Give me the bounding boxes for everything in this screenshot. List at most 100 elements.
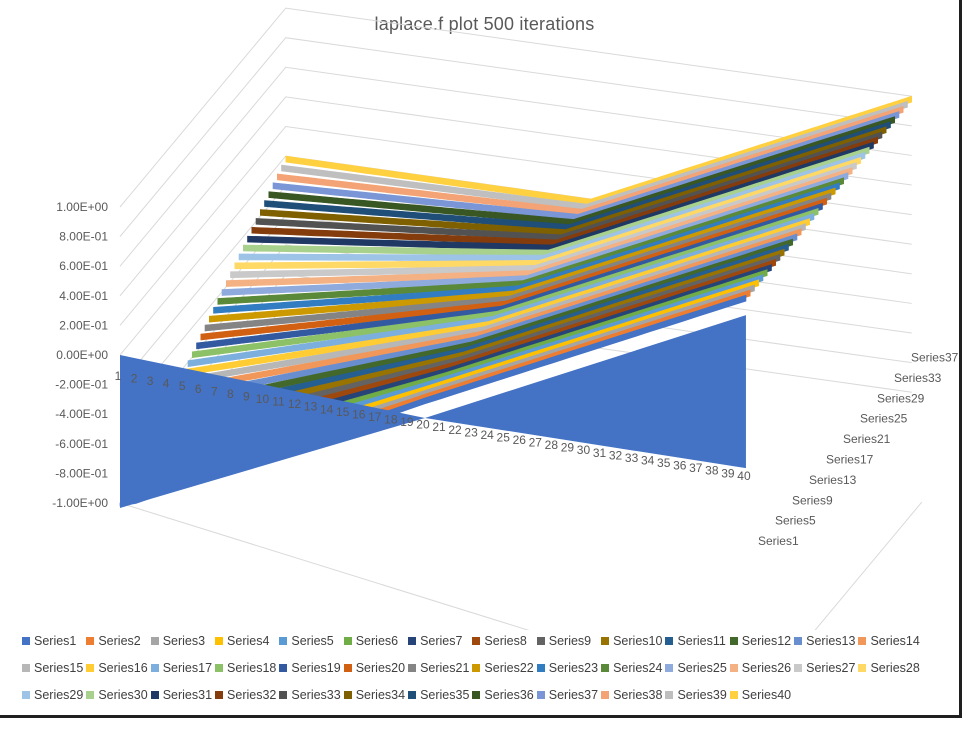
legend-label: Series5 [291,634,334,648]
legend-item: Series21 [408,661,469,675]
legend-swatch [858,664,867,672]
legend-item: Series14 [858,634,920,648]
legend-swatch [472,637,481,645]
legend-swatch [279,637,288,645]
legend-label: Series11 [677,634,726,648]
x-tick-label: 21 [432,420,446,434]
legend-item: Series32 [215,688,276,702]
legend: Series1 Series2 Series3 Series4 Series5 Serie… [22,634,962,702]
legend-item: Series40 [729,688,792,702]
y-tick-label: -4.00E-01 [55,407,108,421]
legend-item: Series5 [279,634,340,648]
legend-label: Series33 [291,688,341,702]
series-ribbon-34 [259,126,887,236]
depth-tick-label: Series9 [792,493,833,507]
depth-tick-label: Series21 [843,432,891,446]
legend-label: Series20 [355,661,406,675]
legend-swatch [215,637,224,645]
legend-item: Series24 [601,661,662,675]
legend-item: Series39 [665,688,727,702]
legend-swatch [665,637,674,645]
x-tick-label: 11 [272,395,285,409]
x-tick-label: 34 [641,453,655,467]
legend-swatch [794,664,803,672]
legend-swatch [150,637,159,645]
x-tick-label: 16 [352,407,366,421]
x-tick-label: 1 [115,369,122,383]
legend-swatch [86,637,95,645]
series-ribbon-36 [268,116,896,226]
wall-gridline [119,66,912,267]
x-tick-label: 2 [131,372,138,386]
x-tick-label: 40 [737,469,751,483]
legend-swatch [215,664,224,672]
legend-label: Series17 [162,661,213,675]
legend-swatch [408,691,417,699]
legend-label: Series9 [548,634,592,648]
legend-swatch [729,691,738,699]
legend-swatch [22,637,30,645]
y-tick-label: -6.00E-01 [55,437,108,451]
plot-area: 1.00E+00 8.00E-01 6.00E-01 4.00E-01 2.00E-01… [52,7,959,630]
y-tick-label: 4.00E-01 [59,289,108,303]
y-tick-label: -1.00E+00 [52,496,108,510]
legend-swatch [536,637,545,645]
legend-swatch [343,637,352,645]
legend-swatch [601,691,610,699]
legend-item: Series3 [150,634,212,648]
x-tick-label: 5 [179,379,186,393]
x-tick-label: 27 [529,436,543,450]
legend-label: Series25 [677,661,727,675]
series-ribbon-37 [272,111,900,221]
legend-swatch [665,691,674,699]
y-tick-label: 6.00E-01 [59,259,108,273]
legend-label: Series3 [162,634,206,648]
legend-swatch [601,637,610,645]
x-tick-label: 26 [513,433,527,447]
y-tick-label: -2.00E-01 [55,378,108,392]
wall-gridline [119,37,912,237]
x-tick-label: 29 [561,441,575,455]
legend-swatch [279,664,288,672]
x-tick-label: 3 [147,374,154,388]
legend-item: Series16 [86,661,148,675]
depth-tick-label: Series17 [826,453,874,467]
legend-item: Series33 [279,688,341,702]
legend-item: Series18 [215,661,276,675]
legend-swatch [86,664,95,672]
legend-item: Series31 [150,688,212,702]
legend-item: Series25 [665,661,727,675]
legend-item: Series17 [150,661,213,675]
series-ribbon-33 [255,131,883,242]
legend-label: Series30 [98,688,148,702]
series-ribbon-31 [247,141,874,252]
y-tick-label: 1.00E+00 [56,200,108,214]
legend-label: Series18 [227,661,277,675]
legend-swatch [472,664,481,672]
x-tick-label: 37 [689,461,703,475]
x-tick-label: 4 [163,377,170,391]
legend-item: Series4 [215,634,276,648]
x-tick-label: 14 [320,402,334,416]
legend-swatch [794,637,803,645]
legend-item: Series34 [343,688,406,702]
legend-item: Series13 [794,634,855,648]
legend-item: Series37 [536,688,598,702]
legend-swatch [343,664,352,672]
legend-label: Series34 [355,688,406,702]
legend-item: Series38 [601,688,662,702]
series-ribbon-32 [251,136,879,247]
legend-item: Series35 [408,688,469,702]
legend-label: Series36 [484,688,534,702]
legend-item: Series30 [86,688,148,702]
legend-swatch [536,664,545,672]
legend-label: Series40 [741,688,792,702]
legend-swatch [408,637,417,645]
chart-title: laplace.f plot 500 iterations [374,14,595,34]
legend-swatch [536,691,545,699]
legend-item: Series19 [279,661,341,675]
series-ribbon-38 [276,105,904,216]
legend-label: Series19 [291,661,341,675]
series-ribbon-40 [285,95,913,206]
x-tick-label: 32 [609,448,623,462]
